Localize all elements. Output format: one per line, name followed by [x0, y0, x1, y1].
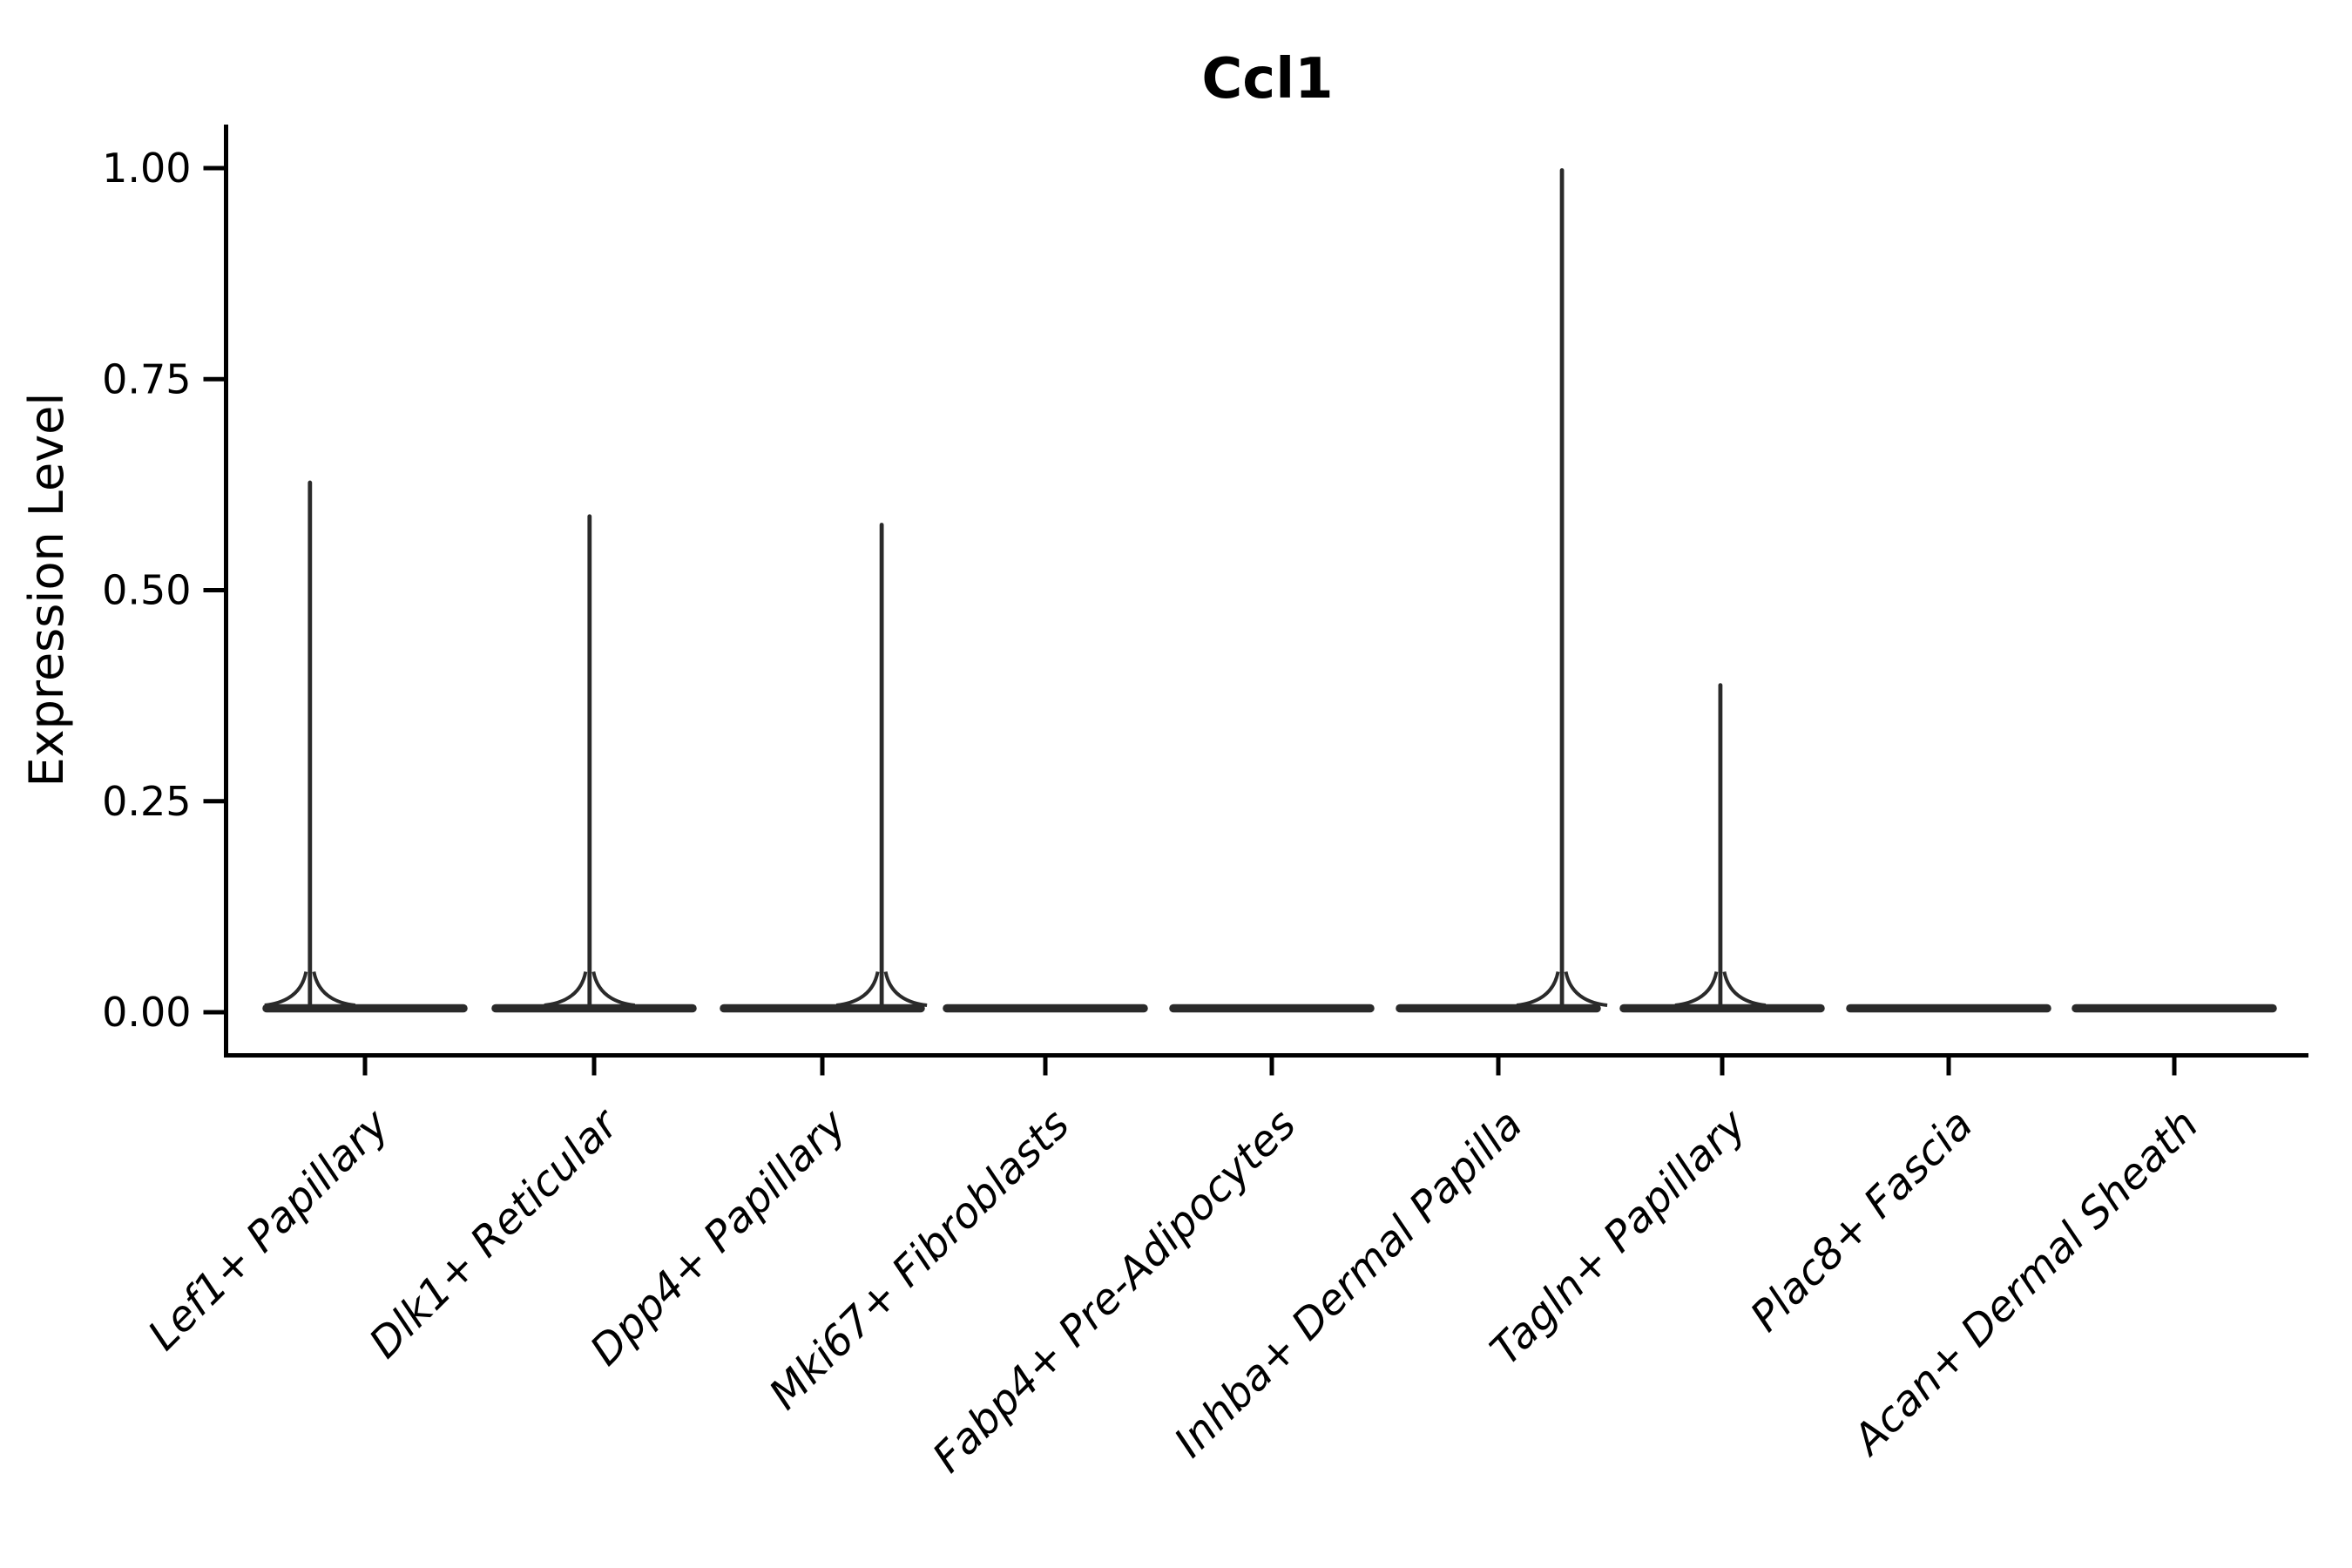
- y-tick-label: 0.50: [102, 567, 191, 614]
- violins: [262, 168, 2277, 1013]
- violin-flare: [835, 971, 928, 1007]
- y-tick-label: 0.25: [102, 778, 191, 825]
- y-tick-label: 1.00: [102, 145, 191, 192]
- violin-flare: [1516, 971, 1608, 1007]
- y-axis-ticks: 0.00 0.25 0.50 0.75 1.00: [102, 145, 224, 1036]
- violin: [1619, 683, 1825, 1013]
- plot-title: Ccl1: [1201, 47, 1333, 112]
- x-axis-ticks: [362, 1055, 2177, 1076]
- violin: [262, 480, 468, 1013]
- y-tick-label: 0.00: [102, 989, 191, 1036]
- violin-flare: [264, 971, 356, 1007]
- violin-flare: [1674, 971, 1767, 1007]
- violin: [491, 514, 697, 1013]
- y-tick-label: 0.75: [102, 355, 191, 402]
- axes: [224, 125, 2308, 1058]
- y-axis-label: Expression Level: [19, 393, 74, 787]
- violin-flare: [544, 971, 636, 1007]
- violin: [1396, 168, 1608, 1013]
- violin: [720, 523, 928, 1013]
